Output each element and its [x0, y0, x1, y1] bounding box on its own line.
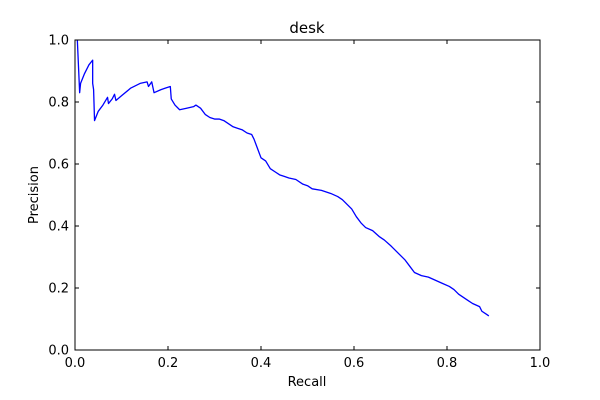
plot-frame	[74, 39, 541, 351]
y-tick-label: 0.8	[48, 96, 69, 111]
chart-title: desk	[289, 19, 325, 37]
x-tick-label: 0.2	[158, 356, 179, 371]
y-tick-label: 0.4	[48, 220, 69, 235]
x-tick-label: 1.0	[530, 356, 551, 371]
x-axis-label: Recall	[288, 375, 327, 390]
x-tick-label: 0.0	[65, 356, 86, 371]
x-tick-label: 0.4	[251, 356, 272, 371]
y-tick-label: 0.0	[48, 344, 69, 359]
precision-recall-line	[76, 40, 490, 317]
y-tick-label: 1.0	[48, 34, 69, 49]
plot-area	[76, 40, 490, 317]
y-tick-label: 0.6	[48, 158, 69, 173]
axis-ticks: 0.0 0.2 0.4 0.6 0.8 1.0 0.0 0.2 0.4 0.6 0.8 1.0	[48, 34, 550, 372]
y-axis-label: Precision	[27, 166, 42, 224]
x-tick-label: 0.8	[437, 356, 458, 371]
x-tick-label: 0.6	[344, 356, 365, 371]
y-tick-label: 0.2	[48, 282, 69, 297]
